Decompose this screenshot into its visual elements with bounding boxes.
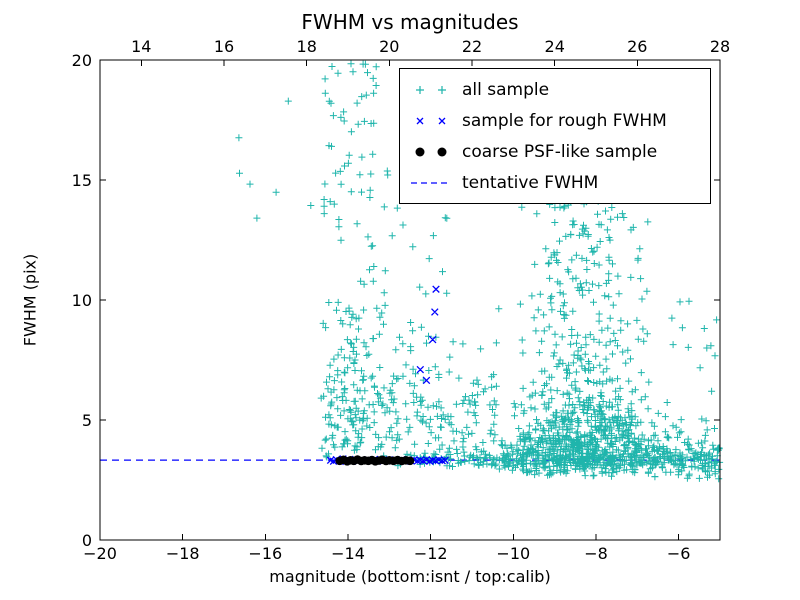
x-tick-label-top: 22 xyxy=(462,37,482,56)
y-tick-label: 5 xyxy=(82,411,92,430)
legend-entry-all-sample: all sample xyxy=(400,74,710,105)
chart-title: FWHM vs magnitudes xyxy=(301,10,519,34)
x-tick-label-top: 18 xyxy=(297,37,317,56)
x-tick-label-bottom: −10 xyxy=(496,544,530,563)
x-tick-label-bottom: −16 xyxy=(248,544,282,563)
tick-labels: −20 −18 −16 −14 −12 −10 −8 −6 14 16 18 20 22 24 26 28 0 5… xyxy=(72,37,731,563)
axes-frame xyxy=(99,59,721,541)
legend-entry-psf-like: coarse PSF-like sample xyxy=(400,136,710,167)
y-tick-label: 10 xyxy=(72,291,92,310)
y-tick-label: 15 xyxy=(72,171,92,190)
y-axis-label: FWHM (pix) xyxy=(20,253,40,347)
x-tick-label-top: 16 xyxy=(214,37,234,56)
x-tick-label-bottom: −18 xyxy=(166,544,200,563)
legend-entry-tentative-fwhm: tentative FWHM xyxy=(400,167,710,198)
x-tick-label-bottom: −6 xyxy=(667,544,691,563)
x-markers-icon xyxy=(416,117,446,124)
legend-label-psf-like: coarse PSF-like sample xyxy=(462,141,658,162)
x-tick-label-top: 20 xyxy=(379,37,399,56)
x-tick-label-bottom: −14 xyxy=(331,544,365,563)
y-tick-label: 20 xyxy=(72,51,92,70)
x-tick-label-top: 26 xyxy=(627,37,647,56)
dot-markers-icon xyxy=(415,147,447,156)
legend-label-tentative-fwhm: tentative FWHM xyxy=(462,172,599,193)
x-tick-label-top: 24 xyxy=(545,37,565,56)
y-tick-label: 0 xyxy=(82,531,92,550)
series-all-sample xyxy=(235,60,724,483)
x-tick-label-bottom: −8 xyxy=(584,544,608,563)
x-tick-label-top: 28 xyxy=(710,37,730,56)
x-axis-label: magnitude (bottom:isnt / top:calib) xyxy=(269,567,551,586)
x-tick-label-top: 14 xyxy=(131,37,151,56)
series-psf-like xyxy=(335,455,415,466)
dashed-line-icon xyxy=(411,181,451,184)
x-tick-label-bottom: −12 xyxy=(414,544,448,563)
legend-label-rough-fwhm: sample for rough FWHM xyxy=(462,110,667,131)
plus-markers-icon xyxy=(416,85,446,94)
x-tick-label-bottom: −20 xyxy=(83,544,117,563)
legend-label-all-sample: all sample xyxy=(462,79,550,100)
legend: all sample sample for rough FWHM coarse … xyxy=(399,68,711,204)
psf-like-point xyxy=(405,456,415,466)
legend-entry-rough-fwhm: sample for rough FWHM xyxy=(400,105,710,136)
